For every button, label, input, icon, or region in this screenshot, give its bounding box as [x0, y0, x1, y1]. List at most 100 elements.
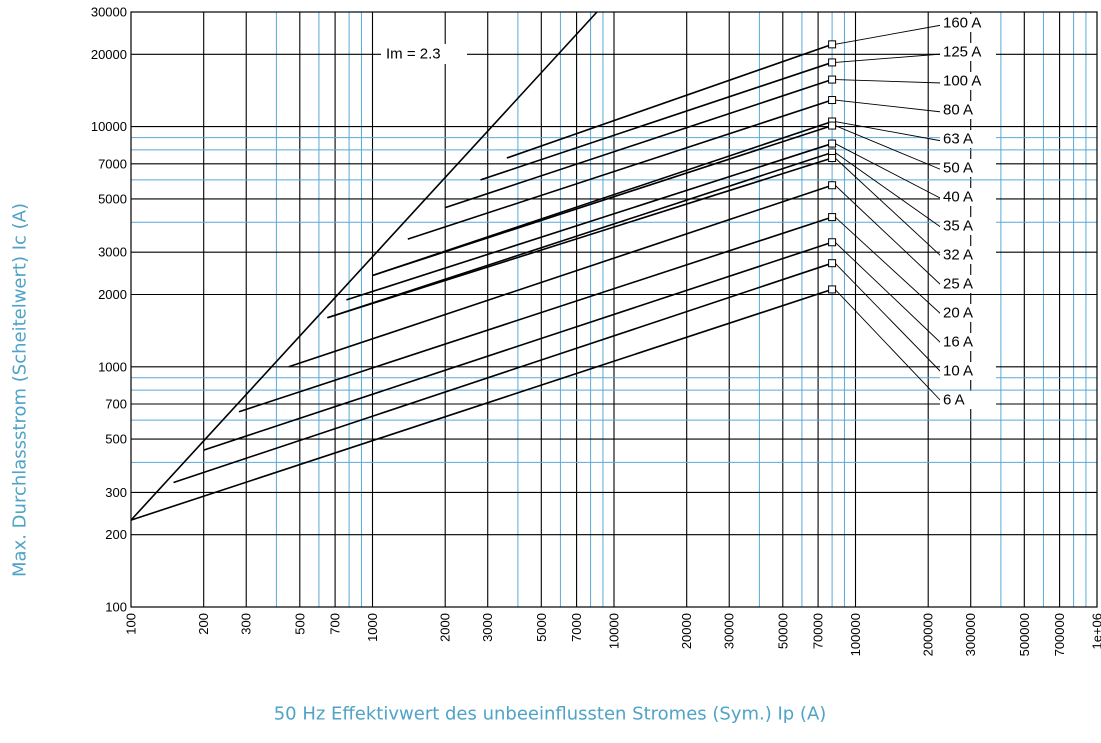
series-35a: 35 A	[327, 148, 996, 319]
reference-line-label: Im = 2.3	[386, 46, 441, 63]
series-line	[238, 216, 833, 413]
series-label-background	[940, 43, 996, 61]
x-tick-labels: 100 200 300 500 700 1000 2000 3000 5000 7000 10000…	[124, 613, 1101, 656]
y-tick-label: 1000	[98, 359, 127, 374]
series-20a: 20 A	[238, 213, 996, 413]
series-leader	[834, 143, 943, 200]
x-tick-label: 3000	[480, 613, 495, 642]
x-tick-label: 30000	[722, 613, 737, 649]
series-leader	[834, 216, 943, 316]
series-leader	[834, 125, 943, 171]
series-leader	[834, 241, 943, 345]
series-label: 35 A	[943, 218, 973, 235]
x-tick-label: 200000	[921, 613, 936, 656]
series-line	[327, 151, 833, 319]
series-label-background	[940, 391, 996, 409]
x-tick-label: 1e+06	[1090, 613, 1101, 650]
series-label-background	[940, 217, 996, 235]
series-label-background	[940, 275, 996, 293]
series-line	[407, 99, 833, 240]
y-tick-label: 20000	[91, 47, 127, 62]
series-label: 125 A	[943, 44, 981, 61]
reference-line-group	[130, 11, 598, 521]
series-marker	[828, 75, 837, 84]
y-tick-label: 3000	[98, 245, 127, 260]
series-label-background	[940, 72, 996, 90]
series-marker	[828, 96, 837, 105]
series-marker	[828, 181, 837, 190]
y-tick-label: 300	[105, 485, 127, 500]
series-100a: 100 A	[444, 72, 996, 209]
series-label-background	[940, 333, 996, 351]
x-tick-label: 200	[196, 613, 211, 635]
series-25a: 25 A	[288, 181, 996, 368]
series-label-background	[940, 159, 996, 177]
series-label: 40 A	[943, 189, 973, 206]
series-line	[173, 262, 833, 484]
plot-frame	[130, 11, 1098, 608]
series-line	[346, 142, 833, 301]
y-tick-label: 7000	[98, 156, 127, 171]
x-tick-label: 100	[124, 613, 139, 635]
series-label: 10 A	[943, 363, 973, 380]
x-tick-label: 7000	[569, 613, 584, 642]
x-tick-label: 20000	[679, 613, 694, 649]
series-group: 160 A 125 A 100 A 80 A 63 A 50 A 40 A 35 A 32 A 2…	[130, 14, 996, 521]
series-line	[203, 241, 833, 451]
x-tick-label: 10000	[607, 613, 622, 649]
y-tick-label: 10000	[91, 119, 127, 134]
series-label: 80 A	[943, 102, 973, 119]
series-50a: 50 A	[372, 121, 996, 277]
series-label: 16 A	[943, 334, 973, 351]
series-marker	[828, 285, 837, 294]
series-leader	[834, 157, 943, 258]
x-tick-label: 700000	[1052, 613, 1067, 656]
x-tick-label: 2000	[438, 613, 453, 642]
series-label: 100 A	[943, 73, 981, 90]
series-label-background	[940, 14, 996, 32]
series-label: 63 A	[943, 131, 973, 148]
series-40a: 40 A	[346, 139, 996, 301]
series-160a: 160 A	[506, 14, 996, 159]
y-axis-title: Max. Durchlassstrom (Scheitelwert) Ic (A…	[10, 203, 31, 577]
series-label-background	[940, 130, 996, 148]
series-32a: 32 A	[327, 154, 996, 319]
series-125a: 125 A	[480, 43, 996, 181]
series-80a: 80 A	[407, 96, 996, 240]
series-line	[480, 61, 833, 181]
series-label: 25 A	[943, 276, 973, 293]
grid	[131, 12, 1097, 607]
series-leader	[835, 99, 943, 113]
series-line	[327, 157, 833, 319]
series-label: 32 A	[943, 247, 973, 264]
x-tick-label: 500	[292, 613, 307, 635]
series-label-background	[940, 246, 996, 264]
x-tick-label: 5000	[534, 613, 549, 642]
x-tick-label: 300	[239, 613, 254, 635]
series-leader	[835, 24, 943, 45]
series-label: 6 A	[943, 392, 965, 409]
series-line	[130, 288, 833, 521]
reference-label-background	[381, 44, 467, 64]
series-16a: 16 A	[203, 238, 996, 451]
series-marker	[828, 40, 837, 49]
series-line	[372, 124, 833, 277]
series-10a: 10 A	[173, 259, 996, 484]
x-tick-label: 100000	[848, 613, 863, 656]
series-marker	[828, 238, 837, 247]
y-tick-label: 100	[105, 600, 127, 615]
series-line	[288, 184, 833, 368]
series-leader	[834, 289, 943, 403]
series-label: 160 A	[943, 15, 981, 32]
series-leader	[835, 53, 943, 63]
series-marker	[828, 58, 837, 67]
x-tick-label: 1000	[365, 613, 380, 642]
series-marker	[828, 213, 837, 222]
series-label: 50 A	[943, 160, 973, 177]
series-6a: 6 A	[130, 285, 996, 521]
series-marker	[828, 121, 837, 130]
series-label: 20 A	[943, 305, 973, 322]
reference-line	[130, 11, 598, 521]
y-tick-label: 500	[105, 432, 127, 447]
